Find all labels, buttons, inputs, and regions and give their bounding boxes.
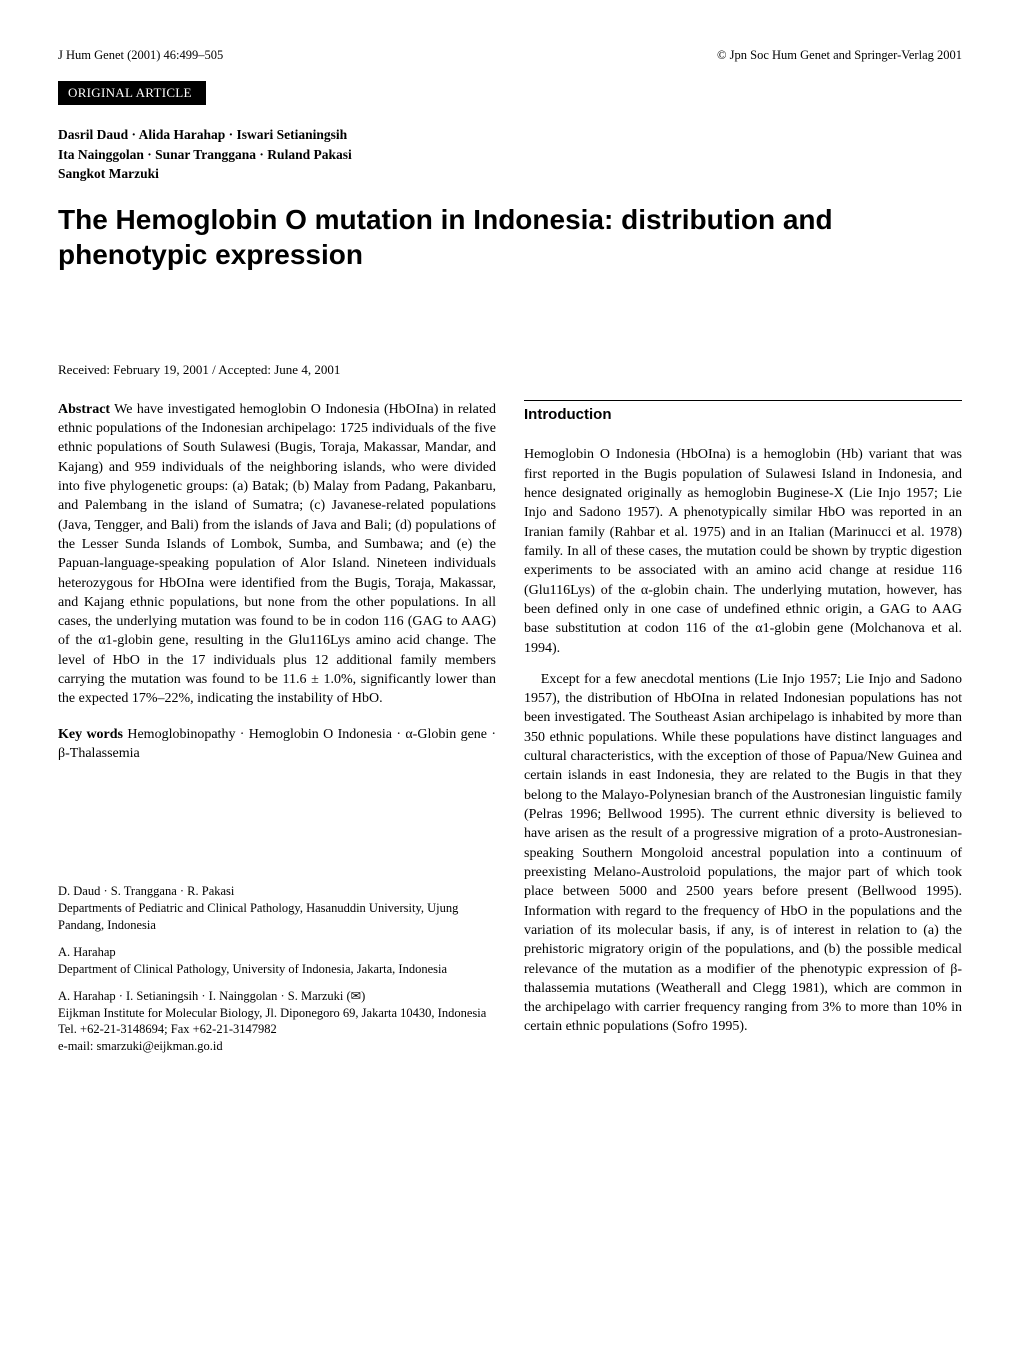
affiliation-text: Department of Clinical Pathology, Univer… bbox=[58, 961, 496, 978]
journal-citation: J Hum Genet (2001) 46:499–505 bbox=[58, 48, 223, 63]
running-header: J Hum Genet (2001) 46:499–505 © Jpn Soc … bbox=[58, 48, 962, 63]
abstract-label: Abstract bbox=[58, 402, 110, 417]
keywords: Key words Hemoglobinopathy · Hemoglobin … bbox=[58, 725, 496, 764]
affiliation-authors: A. Harahap bbox=[58, 944, 496, 961]
keywords-label: Key words bbox=[58, 727, 123, 742]
author-line: Dasril Daud · Alida Harahap · Iswari Set… bbox=[58, 125, 962, 145]
keywords-text: Hemoglobinopathy · Hemoglobin O Indonesi… bbox=[58, 727, 496, 761]
affiliations: D. Daud · S. Tranggana · R. Pakasi Depar… bbox=[58, 883, 496, 1055]
section-heading-introduction: Introduction bbox=[524, 400, 962, 426]
dates-line: Received: February 19, 2001 / Accepted: … bbox=[58, 362, 962, 378]
intro-paragraph: Hemoglobin O Indonesia (HbOIna) is a hem… bbox=[524, 445, 962, 657]
author-list: Dasril Daud · Alida Harahap · Iswari Set… bbox=[58, 125, 962, 184]
author-line: Ita Nainggolan · Sunar Tranggana · Rulan… bbox=[58, 145, 962, 165]
affiliation-group: A. Harahap · I. Setianingsih · I. Naingg… bbox=[58, 988, 496, 1056]
copyright-line: © Jpn Soc Hum Genet and Springer-Verlag … bbox=[717, 48, 962, 63]
intro-paragraph: Except for a few anecdotal mentions (Lie… bbox=[524, 670, 962, 1037]
two-column-body: Abstract We have investigated hemoglobin… bbox=[58, 400, 962, 1066]
left-column: Abstract We have investigated hemoglobin… bbox=[58, 400, 496, 1066]
affiliation-group: A. Harahap Department of Clinical Pathol… bbox=[58, 944, 496, 978]
affiliation-group: D. Daud · S. Tranggana · R. Pakasi Depar… bbox=[58, 883, 496, 934]
affiliation-text: Eijkman Institute for Molecular Biology,… bbox=[58, 1005, 496, 1022]
abstract-text: We have investigated hemoglobin O Indone… bbox=[58, 402, 496, 707]
affiliation-text: Departments of Pediatric and Clinical Pa… bbox=[58, 900, 496, 934]
affiliation-authors: A. Harahap · I. Setianingsih · I. Naingg… bbox=[58, 988, 496, 1005]
article-type-badge: ORIGINAL ARTICLE bbox=[58, 81, 206, 105]
abstract: Abstract We have investigated hemoglobin… bbox=[58, 400, 496, 709]
author-line: Sangkot Marzuki bbox=[58, 164, 962, 184]
affiliation-authors: D. Daud · S. Tranggana · R. Pakasi bbox=[58, 883, 496, 900]
affiliation-contact: Tel. +62-21-3148694; Fax +62-21-3147982 bbox=[58, 1021, 496, 1038]
affiliation-email: e-mail: smarzuki@eijkman.go.id bbox=[58, 1038, 496, 1055]
right-column: Introduction Hemoglobin O Indonesia (HbO… bbox=[524, 400, 962, 1066]
article-title: The Hemoglobin O mutation in Indonesia: … bbox=[58, 202, 962, 272]
